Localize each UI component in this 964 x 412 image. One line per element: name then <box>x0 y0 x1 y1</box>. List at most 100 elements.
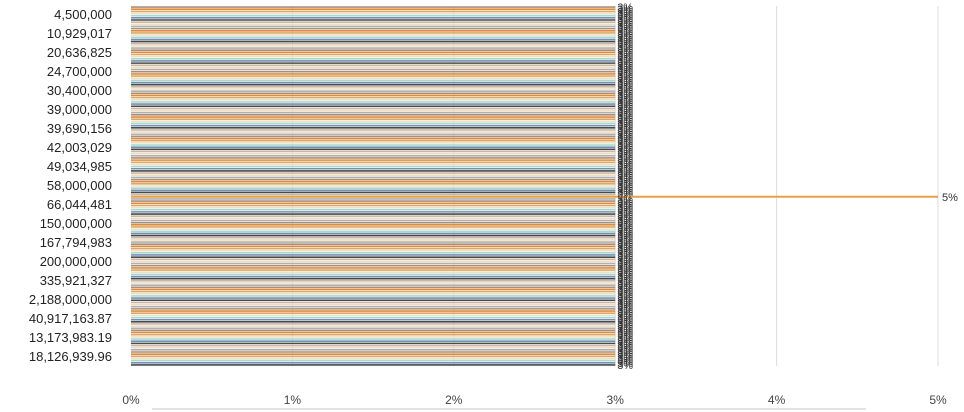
data-label: 3% <box>617 32 633 44</box>
data-label: 3% <box>617 101 633 113</box>
data-label: 3% <box>617 203 633 215</box>
data-label: 3% <box>617 30 633 42</box>
data-label: 3% <box>617 97 633 109</box>
data-label: 3% <box>617 168 633 180</box>
x-tick-label: 0% <box>122 393 140 407</box>
data-label: 3% <box>617 183 633 195</box>
data-label: 3% <box>617 2 633 14</box>
data-label: 3% <box>617 280 633 292</box>
data-label: 3% <box>617 144 633 156</box>
data-label: 3% <box>617 159 633 171</box>
data-label: 3% <box>617 37 633 49</box>
data-label: 3% <box>617 360 633 372</box>
data-label: 3% <box>617 269 633 281</box>
data-label: 3% <box>617 134 633 146</box>
data-label: 3% <box>617 118 633 130</box>
data-label: 3% <box>617 149 633 161</box>
data-label: 3% <box>617 9 633 21</box>
y-category-label: 24,700,000 <box>47 64 112 79</box>
data-label: 3% <box>617 297 633 309</box>
data-label: 3% <box>617 282 633 294</box>
data-label: 3% <box>617 166 633 178</box>
data-label: 3% <box>617 334 633 346</box>
data-label: 3% <box>617 213 633 225</box>
x-tick-label: 4% <box>768 393 786 407</box>
y-category-label: 150,000,000 <box>40 216 112 231</box>
y-category-label: 4,500,000 <box>54 7 112 22</box>
data-label: 3% <box>617 162 633 174</box>
data-label: 3% <box>617 82 633 94</box>
data-label: 3% <box>617 114 633 126</box>
data-label: 3% <box>617 332 633 344</box>
data-label: 3% <box>617 52 633 64</box>
y-category-label: 13,173,983.19 <box>29 330 112 345</box>
data-label: 3% <box>617 140 633 152</box>
data-label: 3% <box>617 356 633 368</box>
data-label: 3% <box>617 39 633 51</box>
data-label: 3% <box>617 323 633 335</box>
y-category-label: 335,921,327 <box>40 273 112 288</box>
data-label: 3% <box>617 177 633 189</box>
data-label: 3% <box>617 73 633 85</box>
data-label: 3% <box>617 164 633 176</box>
data-label: 3% <box>617 103 633 115</box>
y-category-label: 49,034,985 <box>47 159 112 174</box>
data-label: 3% <box>617 75 633 87</box>
data-label: 3% <box>617 172 633 184</box>
data-label: 3% <box>617 4 633 16</box>
y-category-label: 66,044,481 <box>47 197 112 212</box>
data-label: 3% <box>617 239 633 251</box>
data-label: 3% <box>617 106 633 118</box>
data-label: 3% <box>617 43 633 55</box>
data-label: 3% <box>617 147 633 159</box>
data-label: 3% <box>617 265 633 277</box>
data-label: 3% <box>617 67 633 79</box>
data-label: 3% <box>617 123 633 135</box>
data-label: 3% <box>617 84 633 96</box>
data-label: 3% <box>617 272 633 284</box>
data-label: 3% <box>617 241 633 253</box>
data-label: 3% <box>617 151 633 163</box>
data-label: 3% <box>617 80 633 92</box>
data-label: 3% <box>617 24 633 36</box>
data-label: 3% <box>617 304 633 316</box>
data-label: 3% <box>617 231 633 243</box>
data-label: 3% <box>617 19 633 31</box>
data-label: 3% <box>617 93 633 105</box>
data-label: 3% <box>617 196 633 208</box>
data-label: 3% <box>617 291 633 303</box>
data-label: 3% <box>617 175 633 187</box>
data-label: 3% <box>617 205 633 217</box>
data-label: 3% <box>617 358 633 370</box>
data-label: 3% <box>617 194 633 206</box>
data-label: 3% <box>617 289 633 301</box>
data-label: 3% <box>617 345 633 357</box>
data-label: 3% <box>617 138 633 150</box>
data-label: 3% <box>617 336 633 348</box>
data-label: 3% <box>617 218 633 230</box>
data-label: 3% <box>617 259 633 271</box>
data-label: 3% <box>617 11 633 23</box>
data-label: 3% <box>617 237 633 249</box>
data-label: 3% <box>617 181 633 193</box>
y-category-label: 200,000,000 <box>40 254 112 269</box>
data-label: 3% <box>617 56 633 68</box>
data-label: 3% <box>617 246 633 258</box>
data-label: 3% <box>617 90 633 102</box>
y-category-label: 30,400,000 <box>47 83 112 98</box>
data-label: 3% <box>617 267 633 279</box>
data-label: 3% <box>617 220 633 232</box>
horizontal-scrollbar[interactable] <box>152 408 866 410</box>
data-label: 3% <box>617 317 633 329</box>
x-tick-label: 3% <box>607 393 625 407</box>
data-label: 3% <box>617 129 633 141</box>
data-label: 3% <box>617 300 633 312</box>
data-label: 3% <box>617 252 633 264</box>
data-label: 3% <box>617 306 633 318</box>
data-label: 3% <box>617 41 633 53</box>
data-label: 3% <box>617 17 633 29</box>
data-label: 3% <box>617 157 633 169</box>
x-tick-label: 1% <box>284 393 302 407</box>
y-category-label: 58,000,000 <box>47 178 112 193</box>
